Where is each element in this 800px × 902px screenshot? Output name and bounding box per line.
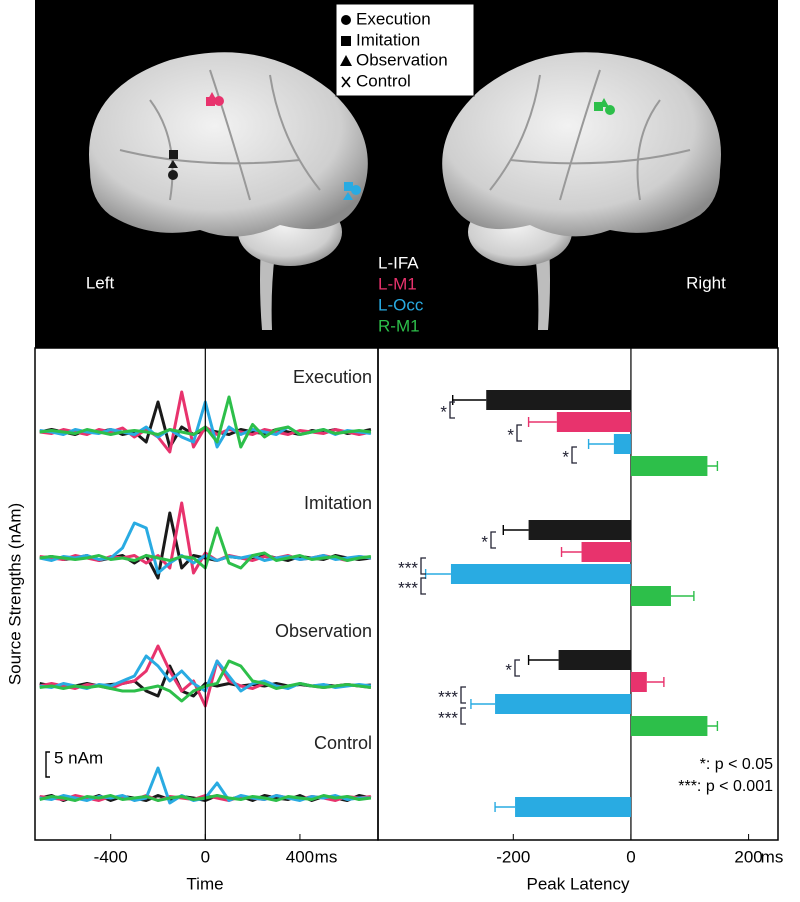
x-unit: ms — [315, 847, 338, 866]
error-bar — [670, 591, 695, 601]
hemisphere-label: Left — [86, 273, 115, 292]
significance-bracket — [420, 557, 426, 575]
error-bar — [560, 547, 582, 557]
significance-legend: *: p < 0.05 — [700, 756, 773, 773]
panel-title: Observation — [275, 621, 372, 641]
significance-legend: ***: p < 0.001 — [678, 778, 773, 795]
bar — [528, 520, 631, 540]
legend-square — [341, 36, 351, 46]
region-label: L-M1 — [378, 274, 417, 293]
region-label: L-Occ — [378, 295, 424, 314]
significance-bracket — [571, 446, 577, 464]
y-axis-title: Source Strengths (nAm) — [5, 503, 24, 685]
x-tick-label: 0 — [626, 847, 635, 866]
significance-mark: * — [507, 425, 514, 444]
significance-mark: * — [562, 447, 569, 466]
right-brain — [442, 52, 721, 330]
scale-bar — [45, 751, 50, 778]
panel-title: Execution — [293, 367, 372, 387]
x-axis-title: Peak Latency — [526, 874, 630, 893]
scale-bar-label: 5 nAm — [54, 748, 103, 767]
legend-x — [341, 76, 351, 88]
bar — [630, 456, 708, 476]
error-bar — [707, 461, 719, 471]
region-legend-box — [372, 250, 452, 340]
bar — [630, 716, 708, 736]
significance-bracket — [420, 577, 426, 595]
legend-circle — [341, 15, 351, 25]
significance-mark: *** — [438, 708, 458, 727]
error-bar — [424, 569, 451, 579]
bar — [450, 564, 631, 584]
significance-mark: *** — [398, 558, 418, 577]
x-tick-label: -200 — [496, 847, 530, 866]
bar — [486, 390, 631, 410]
significance-bracket — [460, 686, 466, 704]
significance-bracket — [514, 659, 520, 677]
bar — [495, 694, 631, 714]
significance-mark: *** — [438, 687, 458, 706]
x-tick-label: 0 — [201, 847, 210, 866]
significance-bracket — [516, 424, 522, 442]
significance-mark: * — [440, 402, 447, 421]
legend-label: Imitation — [356, 30, 420, 49]
panel-title: Control — [314, 733, 372, 753]
latency-panel — [377, 347, 779, 841]
significance-bracket — [449, 401, 455, 419]
x-axis-title: Time — [186, 874, 223, 893]
region-label: L-IFA — [378, 253, 419, 272]
x-tick-label: 200 — [734, 847, 762, 866]
significance-mark: *** — [398, 578, 418, 597]
bar — [630, 586, 671, 606]
bar — [556, 412, 631, 432]
legend-label: Observation — [356, 50, 448, 69]
significance-bracket — [490, 531, 496, 549]
bar — [613, 434, 631, 454]
bar — [630, 672, 647, 692]
error-bar — [646, 677, 665, 687]
condition-legend-box — [335, 3, 475, 97]
legend-label: Execution — [356, 9, 431, 28]
legend-triangle — [340, 55, 352, 66]
bar — [581, 542, 631, 562]
error-bar — [470, 699, 496, 709]
hemisphere-label: Right — [686, 273, 726, 292]
x-tick-label: -400 — [94, 847, 128, 866]
error-bar — [527, 417, 557, 427]
x-unit: ms — [761, 847, 784, 866]
bar — [558, 650, 631, 670]
significance-mark: * — [505, 660, 512, 679]
source-markers — [168, 92, 615, 200]
error-bar — [494, 802, 516, 812]
region-label: R-M1 — [378, 316, 420, 335]
panel-title: Imitation — [304, 493, 372, 513]
left-brain — [89, 52, 368, 330]
error-bar — [587, 439, 614, 449]
bar — [515, 797, 631, 817]
error-bar — [527, 655, 559, 665]
significance-mark: * — [481, 532, 488, 551]
legend-label: Control — [356, 71, 411, 90]
error-bar — [502, 525, 529, 535]
x-tick-label: 400 — [286, 847, 314, 866]
significance-bracket — [460, 707, 466, 725]
error-bar — [707, 721, 719, 731]
error-bar — [452, 395, 487, 405]
